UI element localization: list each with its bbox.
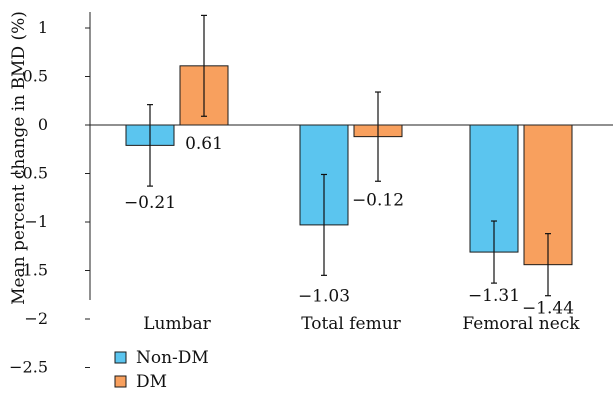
data-label: −1.03: [298, 286, 350, 306]
y-axis-ticks: 1.510.50−0.5−11.5−2−2.5: [9, 18, 90, 377]
y-axis-title: Mean percent change in BMD (%): [9, 11, 29, 305]
y-tick-label: 1.5: [23, 261, 48, 280]
y-tick-label: 0.5: [23, 67, 48, 86]
y-tick-label: −2.5: [9, 358, 48, 377]
legend-label: Non-DM: [136, 348, 209, 368]
y-tick-label: −1: [24, 212, 48, 231]
data-label: −0.21: [124, 193, 176, 213]
y-tick-label: 1: [38, 18, 48, 37]
x-category-label: Lumbar: [143, 314, 211, 334]
legend-label: DM: [136, 372, 167, 392]
data-label: −1.44: [522, 299, 574, 319]
legend-swatch: [114, 375, 127, 388]
data-labels: −0.21 −1.03 −1.31 0.61 −0.12 −1.44: [124, 134, 574, 319]
y-tick-label: −0.5: [9, 164, 48, 183]
axes: [89, 12, 613, 300]
bars: [125, 65, 573, 266]
y-tick-label: 0: [38, 115, 48, 134]
category-labels: Lumbar Total femur Femoral neck: [143, 314, 580, 334]
data-label: −1.31: [468, 286, 520, 306]
y-axis-title-group: Mean percent change in BMD (%): [9, 11, 29, 305]
x-category-label: Total femur: [301, 314, 401, 334]
data-label: 0.61: [185, 134, 223, 154]
error-bars: [147, 14, 551, 297]
legend-swatch: [114, 351, 127, 364]
x-category-label: Femoral neck: [462, 314, 580, 334]
data-label: −0.12: [352, 190, 404, 210]
legend: Non-DM DM: [114, 348, 209, 392]
y-tick-label: −2: [24, 309, 48, 328]
